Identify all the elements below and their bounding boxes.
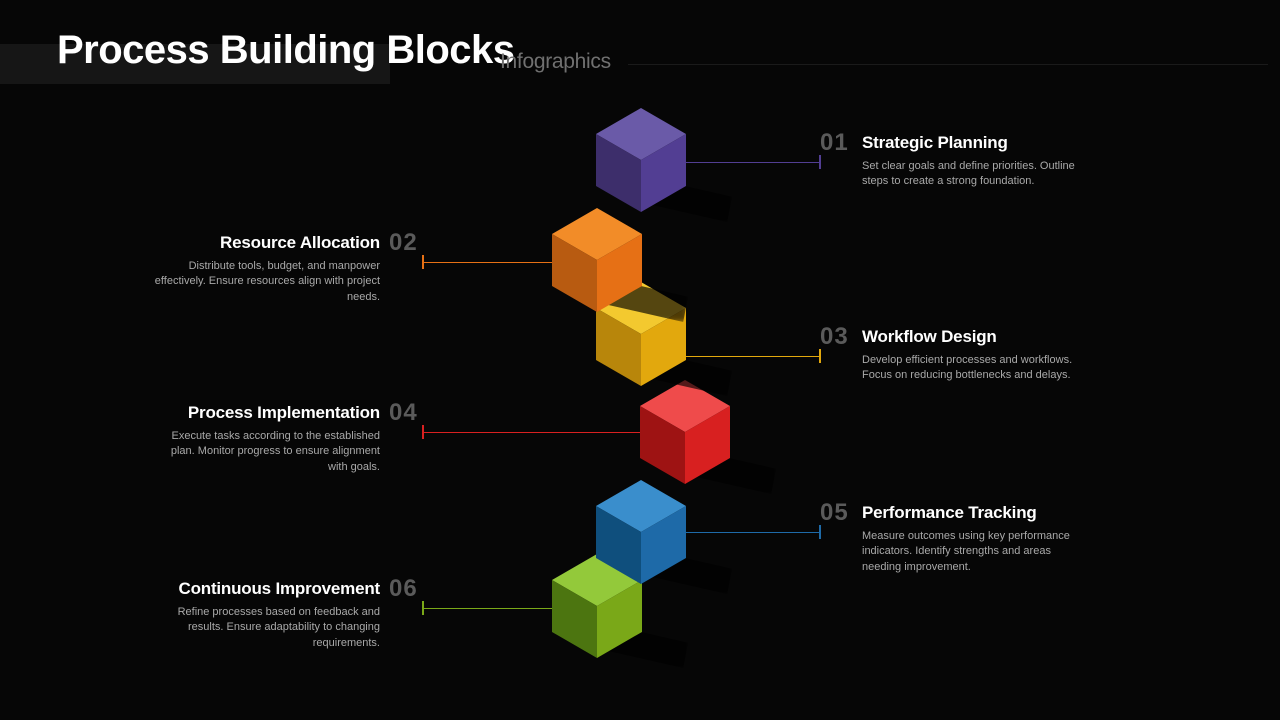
step-block-06: Continuous Improvement Refine processes b… — [150, 579, 380, 652]
step-desc: Develop efficient processes and workflow… — [862, 353, 1092, 385]
step-block-01: Strategic Planning Set clear goals and de… — [862, 133, 1092, 190]
step-desc: Refine processes based on feedback and r… — [150, 605, 380, 653]
step-desc: Distribute tools, budget, and manpower e… — [150, 259, 380, 307]
page-title: Process Building Blocks — [57, 28, 515, 73]
step-block-02: Resource Allocation Distribute tools, bud… — [150, 233, 380, 306]
header-rule — [628, 64, 1268, 65]
step-desc: Measure outcomes using key performance i… — [862, 529, 1092, 577]
step-title: Continuous Improvement — [150, 579, 380, 599]
step-desc: Set clear goals and define priorities. O… — [862, 159, 1092, 191]
step-number-05: 05 — [820, 499, 849, 527]
step-block-05: Performance Tracking Measure outcomes usi… — [862, 503, 1092, 576]
connector-step-05 — [686, 532, 820, 533]
step-title: Strategic Planning — [862, 133, 1092, 153]
page-subtitle: Infographics — [500, 50, 611, 74]
step-block-04: Process Implementation Execute tasks acco… — [150, 403, 380, 476]
cube-step-02 — [552, 208, 642, 312]
step-title: Resource Allocation — [150, 233, 380, 253]
step-number-06: 06 — [389, 575, 418, 603]
connector-step-04 — [422, 432, 640, 433]
step-title: Workflow Design — [862, 327, 1092, 347]
cube-step-05 — [596, 480, 686, 584]
cube-step-01 — [596, 108, 686, 212]
step-number-01: 01 — [820, 129, 849, 157]
connector-step-02 — [422, 262, 552, 263]
step-number-03: 03 — [820, 323, 849, 351]
connector-step-06 — [422, 608, 552, 609]
step-desc: Execute tasks according to the establish… — [150, 429, 380, 477]
connector-step-03 — [686, 356, 820, 357]
step-title: Process Implementation — [150, 403, 380, 423]
step-title: Performance Tracking — [862, 503, 1092, 523]
step-number-04: 04 — [389, 399, 418, 427]
step-number-02: 02 — [389, 229, 418, 257]
step-block-03: Workflow Design Develop efficient process… — [862, 327, 1092, 384]
connector-step-01 — [686, 162, 820, 163]
cube-step-04 — [640, 380, 730, 484]
